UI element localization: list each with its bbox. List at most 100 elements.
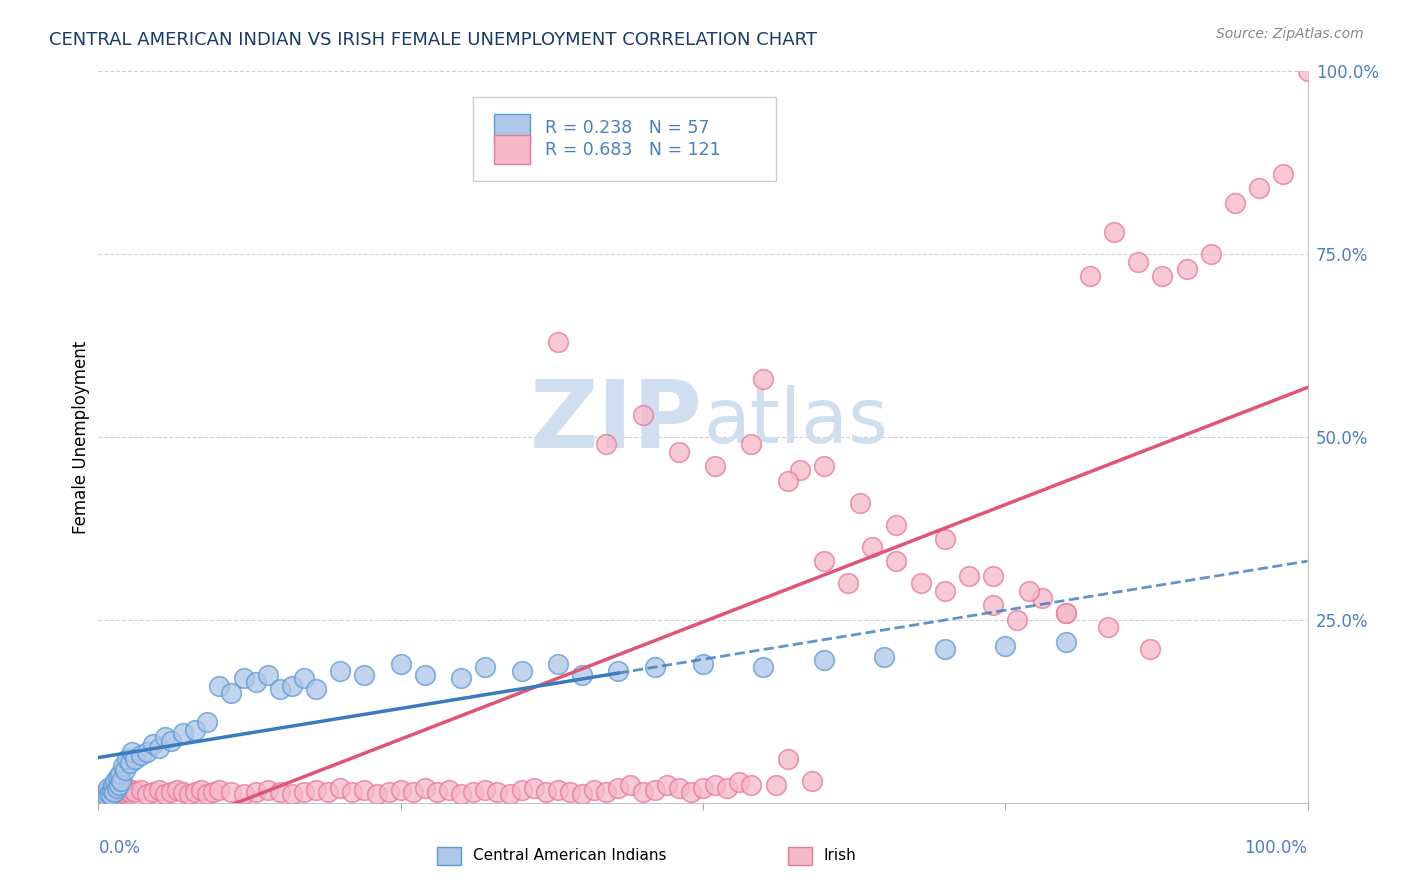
Text: CENTRAL AMERICAN INDIAN VS IRISH FEMALE UNEMPLOYMENT CORRELATION CHART: CENTRAL AMERICAN INDIAN VS IRISH FEMALE … (49, 31, 817, 49)
Point (886, 517, 908, 532)
Point (474, 660, 496, 674)
Bar (437, 847, 461, 865)
Point (190, 782, 212, 797)
Point (934, 642, 956, 657)
Point (450, 672, 472, 686)
Point (498, 787, 520, 801)
Point (813, 554, 835, 568)
Point (329, 781, 352, 796)
Point (108, 766, 131, 780)
Point (389, 782, 412, 797)
Point (837, 576, 859, 591)
Point (103, 787, 125, 801)
Point (105, 785, 128, 799)
Point (98, 789, 121, 803)
Point (256, 782, 278, 797)
Point (101, 778, 124, 792)
Point (1175, 261, 1198, 276)
Point (377, 785, 399, 799)
Point (148, 740, 170, 755)
Point (353, 667, 375, 681)
Point (644, 782, 666, 797)
Point (1054, 606, 1077, 620)
Point (704, 459, 727, 474)
Point (269, 785, 291, 799)
Point (101, 782, 124, 797)
Bar (787, 847, 811, 865)
Point (94, 785, 117, 799)
Point (644, 660, 666, 674)
Point (886, 554, 908, 568)
Point (607, 664, 630, 678)
Point (292, 785, 315, 799)
Point (679, 785, 702, 799)
Text: atlas: atlas (703, 385, 887, 459)
Point (1128, 254, 1150, 268)
Point (860, 540, 883, 554)
Point (692, 657, 714, 671)
Point (129, 748, 152, 763)
Point (172, 726, 194, 740)
Point (413, 781, 436, 796)
Point (1097, 620, 1119, 634)
Point (1152, 269, 1174, 284)
Point (692, 781, 714, 796)
Point (450, 787, 472, 801)
Point (121, 745, 143, 759)
Point (118, 756, 141, 770)
Point (105, 781, 128, 796)
Point (728, 775, 751, 789)
Point (547, 334, 569, 349)
Point (107, 770, 129, 784)
Point (184, 785, 207, 799)
Point (100, 789, 122, 803)
Point (221, 785, 243, 799)
Point (96, 789, 118, 804)
Point (208, 679, 231, 693)
Point (426, 785, 449, 799)
Point (110, 773, 132, 788)
Point (114, 763, 136, 777)
Text: Source: ZipAtlas.com: Source: ZipAtlas.com (1216, 27, 1364, 41)
Point (124, 752, 146, 766)
Point (135, 787, 157, 801)
Text: 0.0%: 0.0% (98, 839, 141, 857)
Point (329, 664, 352, 678)
Point (800, 773, 823, 788)
Point (100, 785, 122, 799)
Point (121, 782, 143, 797)
Point (910, 576, 932, 591)
Point (619, 778, 641, 792)
Point (704, 778, 727, 792)
Text: 100.0%: 100.0% (1244, 839, 1308, 857)
Point (166, 782, 188, 797)
Point (107, 782, 129, 797)
Point (413, 667, 436, 681)
Point (523, 781, 546, 796)
Bar (494, 114, 530, 143)
Point (110, 781, 132, 796)
Point (135, 745, 157, 759)
Point (94, 789, 117, 803)
Point (97, 781, 120, 796)
Point (108, 784, 131, 798)
Point (160, 785, 183, 799)
Point (752, 371, 775, 385)
Point (873, 649, 896, 664)
Point (510, 664, 533, 678)
Point (98, 787, 121, 801)
Point (195, 715, 218, 730)
Point (316, 785, 339, 799)
Point (547, 782, 569, 797)
Point (184, 723, 207, 737)
Point (474, 782, 496, 797)
Point (172, 785, 194, 799)
Point (232, 672, 254, 686)
Point (752, 660, 775, 674)
Point (245, 785, 267, 799)
Point (583, 782, 606, 797)
Point (93, 792, 115, 806)
Point (1199, 247, 1222, 261)
Text: R = 0.683   N = 121: R = 0.683 N = 121 (544, 141, 720, 159)
Point (160, 733, 183, 747)
